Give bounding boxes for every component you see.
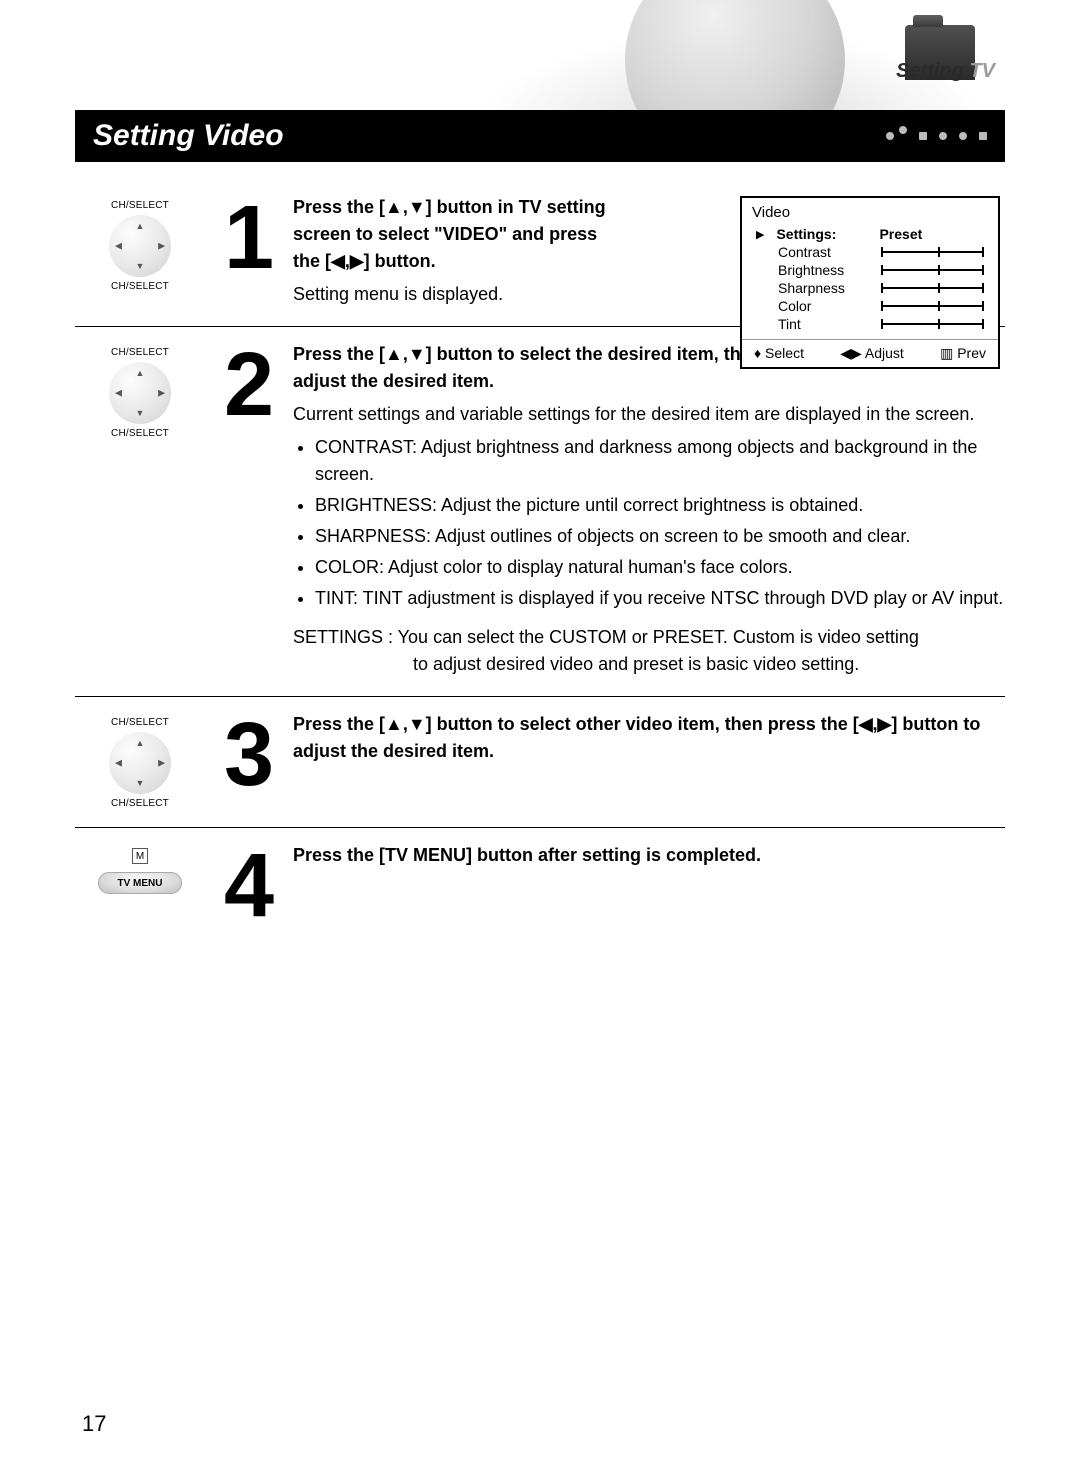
step-number: 4 [223,842,275,925]
breadcrumb-prefix: Setting [896,60,964,82]
step-subtext: Current settings and variable settings f… [293,401,1005,428]
osd-video-menu: Video ▶ Settings: Preset Contrast Bright… [740,196,1000,369]
step-number: 3 [223,711,275,794]
osd-hint-select: ♦ Select [754,345,804,362]
dpad-icon: ▲▼ ◀▶ [109,362,171,424]
osd-row-contrast: Contrast [756,243,984,261]
desc-sharpness: SHARPNESS: Adjust outlines of objects on… [315,523,1005,550]
slider-brightness [881,269,984,271]
setting-descriptions: CONTRAST: Adjust brightness and darkness… [293,434,1005,612]
remote-dpad-graphic: CH/SELECT ▲▼ ◀▶ CH/SELECT [75,194,205,292]
step-body: Press the [TV MENU] button after setting… [293,842,1005,869]
remote-dpad-graphic: CH/SELECT ▲▼ ◀▶ CH/SELECT [75,341,205,439]
osd-hint-adjust: ◀▶ Adjust [840,345,904,362]
globe-graphic [625,0,845,110]
osd-footer: ♦ Select ◀▶ Adjust ▥ Prev [742,339,998,367]
title-bar: Setting Video [75,110,1005,162]
step-3: CH/SELECT ▲▼ ◀▶ CH/SELECT 3 Press the [▲… [75,696,1005,827]
step-body: Press the [▲,▼] button to select other v… [293,711,1005,765]
desc-brightness: BRIGHTNESS: Adjust the picture until cor… [315,492,1005,519]
slider-contrast [881,251,984,253]
desc-contrast: CONTRAST: Adjust brightness and darkness… [315,434,1005,488]
osd-title: Video [742,198,998,223]
step-number: 1 [223,194,275,277]
dpad-icon: ▲▼ ◀▶ [109,215,171,277]
page-title: Setting Video [93,119,284,153]
dpad-icon: ▲▼ ◀▶ [109,732,171,794]
triangle-right-icon: ▶ [756,228,764,241]
remote-tvmenu-graphic: M TV MENU [75,842,205,894]
step-instruction: Press the [▲,▼] button to select other v… [293,711,1005,765]
tvmenu-button-graphic: TV MENU [98,872,182,894]
settings-note: SETTINGS : You can select the CUSTOM or … [293,624,1005,678]
desc-color: COLOR: Adjust color to display natural h… [315,554,1005,581]
step-2: CH/SELECT ▲▼ ◀▶ CH/SELECT 2 Press the [▲… [75,326,1005,696]
step-4: M TV MENU 4 Press the [TV MENU] button a… [75,827,1005,943]
breadcrumb-suffix: TV [969,60,995,82]
remote-dpad-graphic: CH/SELECT ▲▼ ◀▶ CH/SELECT [75,711,205,809]
osd-row-color: Color [756,297,984,315]
breadcrumb: Setting TV [896,60,995,83]
step-subtext: Setting menu is displayed. [293,281,623,308]
step-number: 2 [223,341,275,424]
header-graphic [485,0,1005,110]
step-instruction: Press the [▲,▼] button in TV setting scr… [293,194,623,275]
step-instruction: Press the [TV MENU] button after setting… [293,842,1005,869]
desc-tint: TINT: TINT adjustment is displayed if yo… [315,585,1005,612]
step-body: Press the [▲,▼] button to select the des… [293,341,1005,678]
page-number: 17 [82,1411,106,1437]
slider-tint [881,323,984,325]
slider-sharpness [881,287,984,289]
osd-row-sharpness: Sharpness [756,279,984,297]
m-icon: M [132,848,148,864]
decorative-dots [886,132,987,140]
osd-row-tint: Tint [756,315,984,333]
slider-color [881,305,984,307]
osd-row-settings: ▶ Settings: Preset [756,225,984,243]
osd-hint-prev: ▥ Prev [940,345,986,362]
osd-row-brightness: Brightness [756,261,984,279]
